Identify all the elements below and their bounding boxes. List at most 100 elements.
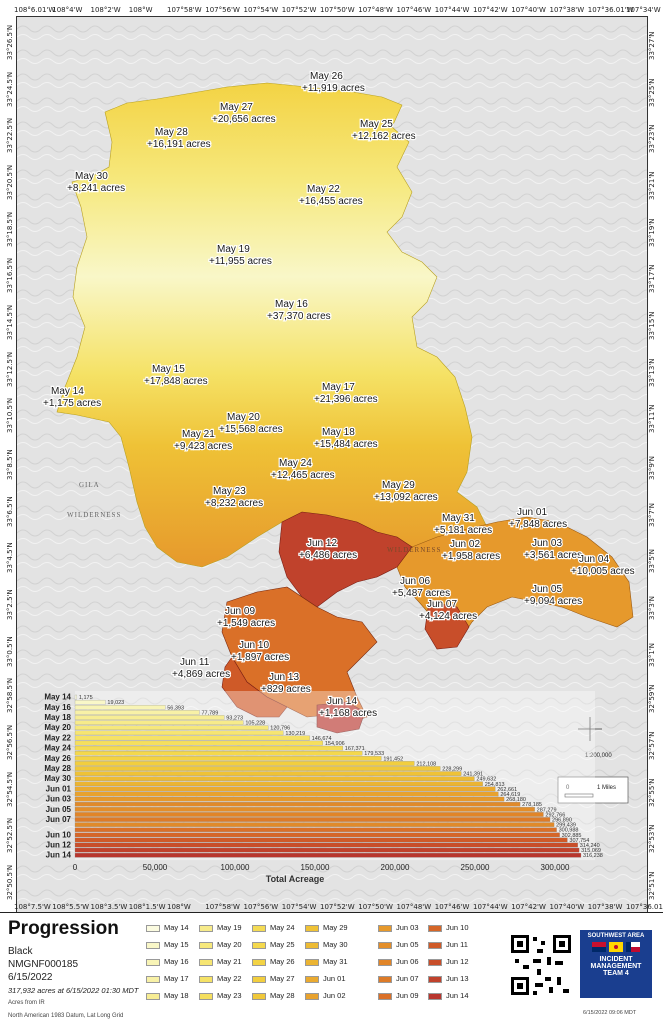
coord-label-left: 32°52.5'N [6,818,14,854]
coord-label-bottom: 107°46'W [434,903,470,911]
legend-item: Jun 01 [305,974,346,983]
scale-bar-label: 1 Miles [597,785,616,791]
legend-item: May 30 [305,940,348,949]
chart-value-label: 268,180 [506,797,526,803]
fire-label-date: May 27 [220,102,253,113]
fire-label-date: Jun 06 [400,576,430,587]
fire-progression-label: Jun 06+5,487 acres [391,575,452,600]
coord-label-left: 33°20.5'N [6,164,14,200]
chart-value-label: 130,219 [285,731,305,737]
legend-swatch [199,941,213,949]
fire-progression-label: May 31+5,181 acres [433,512,494,537]
legend-label: May 16 [164,957,189,966]
chart-bar [74,827,557,833]
coord-label-left: 33°26.5'N [6,24,14,60]
team-logo-line3: MANAGEMENT [590,963,642,970]
fire-label-acres: +1,958 acres [442,551,500,562]
legend-label: Jun 14 [446,991,469,1000]
fire-label-date: Jun 14 [327,696,357,707]
coord-label-right: 33°13'N [648,358,656,387]
chart-value-label: 77,789 [201,710,218,716]
scale-ratio: 1:200,000 [585,753,612,759]
chart-y-tick-label: May 28 [44,764,71,773]
legend-item: May 14 [146,923,189,932]
fire-label-acres: +12,162 acres [352,131,416,142]
fire-label-acres: +8,232 acres [205,498,263,509]
chart-x-tick-label: 50,000 [143,863,168,872]
coord-label-top: 107°36.01'W [587,6,634,14]
qr-code-icon[interactable] [509,933,573,997]
coord-label-bottom: 107°42'W [511,903,546,911]
legend-label: May 27 [270,974,295,983]
legend-swatch [428,975,442,983]
coord-label-bottom: 108°5.5'W [52,903,90,911]
map-frame[interactable]: GILA WILDERNESS WILDERNESS 1:200,000 0 1… [16,16,648,914]
chart-value-label: 228,299 [442,767,462,773]
fire-progression-label: May 19+11,955 acres [208,243,273,268]
coord-label-bottom: 107°40'W [549,903,585,911]
chart-bar [74,761,415,766]
coord-label-right: 33°23'N [648,124,656,154]
fire-progression-label: May 17+21,396 acres [313,381,379,406]
chart-bar [74,756,382,761]
chart-x-tick-label: 300,000 [541,863,570,872]
legend-item: May 29 [305,923,348,932]
coord-label-top: 107°56'W [205,6,240,14]
chart-bar [74,715,225,720]
coord-label-left: 33°8.5'N [6,449,14,480]
legend-item: May 28 [252,991,295,1000]
fire-label-acres: +1,168 acres [319,708,377,719]
coord-label-left: 32°50.5'N [6,864,14,900]
chart-bar [74,694,78,700]
coord-label-bottom: 108°1.5'W [128,903,166,911]
chart-value-label: 120,796 [270,726,290,732]
legend-swatch [146,924,160,932]
coord-label-left: 33°2.5'N [6,589,14,620]
fire-label-acres: +15,484 acres [314,439,378,450]
chart-value-label: 56,393 [167,705,184,711]
chart-value-label: 300,988 [559,828,579,834]
fire-progression-map[interactable]: GILA WILDERNESS WILDERNESS 1:200,000 0 1… [17,17,647,913]
legend-swatch [305,941,319,949]
fire-label-acres: +8,241 acres [67,183,125,194]
chart-value-label: 314,240 [580,843,600,849]
coord-label-left: 33°24.5'N [6,71,14,107]
fire-label-date: Jun 04 [579,554,609,565]
fire-label-date: May 26 [310,71,343,82]
coord-label-top: 107°48'W [358,6,393,14]
chart-value-label: 296,890 [552,818,572,824]
chart-y-tick-label: Jun 03 [46,795,72,804]
legend-label: May 19 [217,923,242,932]
legend-label: May 25 [270,940,295,949]
coord-label-bottom: 107°50'W [358,903,393,911]
chart-x-tick-label: 200,000 [381,863,410,872]
legend-label: May 30 [323,940,348,949]
coord-label-left: 33°14.5'N [6,304,14,340]
coord-label-bottom: 107°58'W [205,903,240,911]
legend-swatch [252,958,266,966]
chart-bar [74,720,244,725]
chart-bar [74,791,499,797]
fire-progression-label: Jun 12+6,486 acres [298,537,359,562]
legend-item: May 16 [146,957,189,966]
chart-value-label: 287,279 [537,807,557,813]
legend-swatch [146,941,160,949]
coord-label-top: 108°W [128,6,153,14]
legend-item: Jun 11 [428,940,468,949]
chart-x-tick-label: 0 [73,863,78,872]
incident-id: NMGNF000185 [8,959,79,970]
fire-label-acres: +6,486 acres [299,550,357,561]
coord-label-top: 108°2'W [90,6,121,14]
coord-label-left: 33°22.5'N [6,118,14,154]
legend-swatch [252,975,266,983]
chart-value-label: 19,023 [107,700,124,706]
chart-value-label: 278,185 [522,802,542,808]
chart-bar [74,796,505,802]
fire-label-date: May 14 [51,386,84,397]
coord-label-right: 33°19'N [648,218,656,247]
chart-bar [74,812,544,817]
new-mexico-flag-icon [609,942,623,952]
chart-bar [74,705,166,710]
north-arrow [578,717,602,741]
